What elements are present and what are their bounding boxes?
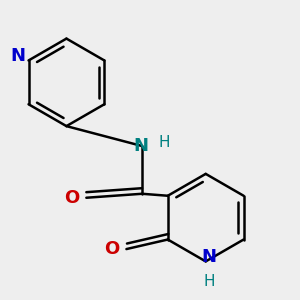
Text: N: N	[201, 248, 216, 266]
Text: N: N	[133, 137, 148, 155]
Text: H: H	[159, 134, 170, 149]
Text: H: H	[204, 274, 215, 289]
Text: O: O	[104, 240, 120, 258]
Text: O: O	[64, 189, 80, 207]
Text: N: N	[11, 47, 26, 65]
